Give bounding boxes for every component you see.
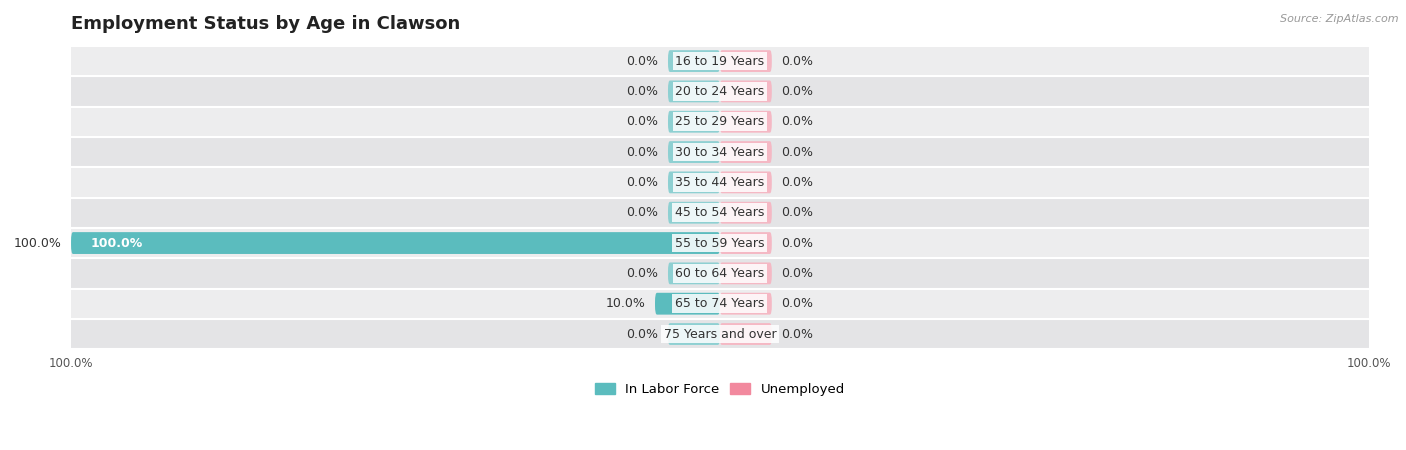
FancyBboxPatch shape (720, 293, 772, 315)
Text: 0.0%: 0.0% (626, 328, 658, 341)
Bar (72, 46, 1369, 76)
FancyBboxPatch shape (720, 232, 772, 254)
Text: 60 to 64 Years: 60 to 64 Years (675, 267, 765, 280)
Text: 0.0%: 0.0% (626, 176, 658, 189)
FancyBboxPatch shape (720, 81, 772, 102)
Text: 0.0%: 0.0% (782, 297, 814, 310)
Text: 0.0%: 0.0% (626, 206, 658, 219)
FancyBboxPatch shape (720, 202, 772, 224)
Text: 0.0%: 0.0% (626, 145, 658, 158)
Text: 20 to 24 Years: 20 to 24 Years (675, 85, 765, 98)
Text: 0.0%: 0.0% (782, 54, 814, 68)
Text: 0.0%: 0.0% (782, 85, 814, 98)
Text: 55 to 59 Years: 55 to 59 Years (675, 237, 765, 250)
Text: 0.0%: 0.0% (782, 206, 814, 219)
Bar (72, 258, 1369, 288)
FancyBboxPatch shape (720, 171, 772, 193)
FancyBboxPatch shape (720, 50, 772, 72)
FancyBboxPatch shape (668, 323, 720, 345)
FancyBboxPatch shape (668, 111, 720, 133)
Bar (72, 228, 1369, 258)
FancyBboxPatch shape (668, 141, 720, 163)
Bar (72, 76, 1369, 107)
FancyBboxPatch shape (668, 262, 720, 284)
Text: 0.0%: 0.0% (626, 267, 658, 280)
Text: 100.0%: 100.0% (14, 237, 62, 250)
Bar (72, 137, 1369, 167)
Text: 0.0%: 0.0% (782, 267, 814, 280)
Text: 0.0%: 0.0% (782, 237, 814, 250)
Text: 45 to 54 Years: 45 to 54 Years (675, 206, 765, 219)
FancyBboxPatch shape (72, 232, 720, 254)
Bar (72, 288, 1369, 319)
FancyBboxPatch shape (720, 262, 772, 284)
FancyBboxPatch shape (655, 293, 720, 315)
Text: 0.0%: 0.0% (782, 328, 814, 341)
FancyBboxPatch shape (720, 111, 772, 133)
Text: 0.0%: 0.0% (626, 85, 658, 98)
Text: 65 to 74 Years: 65 to 74 Years (675, 297, 765, 310)
Text: 0.0%: 0.0% (782, 176, 814, 189)
Bar (72, 167, 1369, 198)
Text: 30 to 34 Years: 30 to 34 Years (675, 145, 765, 158)
Text: 35 to 44 Years: 35 to 44 Years (675, 176, 765, 189)
Bar (72, 319, 1369, 349)
Bar (72, 198, 1369, 228)
Text: 0.0%: 0.0% (782, 115, 814, 128)
Bar (72, 107, 1369, 137)
FancyBboxPatch shape (668, 202, 720, 224)
Text: 100.0%: 100.0% (90, 237, 143, 250)
FancyBboxPatch shape (720, 141, 772, 163)
Text: 25 to 29 Years: 25 to 29 Years (675, 115, 765, 128)
Text: 10.0%: 10.0% (606, 297, 645, 310)
FancyBboxPatch shape (668, 50, 720, 72)
Text: 0.0%: 0.0% (626, 54, 658, 68)
Text: 75 Years and over: 75 Years and over (664, 328, 776, 341)
Legend: In Labor Force, Unemployed: In Labor Force, Unemployed (589, 378, 851, 401)
FancyBboxPatch shape (668, 81, 720, 102)
Text: 0.0%: 0.0% (626, 115, 658, 128)
FancyBboxPatch shape (720, 323, 772, 345)
Text: Employment Status by Age in Clawson: Employment Status by Age in Clawson (72, 15, 460, 33)
Text: Source: ZipAtlas.com: Source: ZipAtlas.com (1281, 14, 1399, 23)
Text: 0.0%: 0.0% (782, 145, 814, 158)
FancyBboxPatch shape (668, 171, 720, 193)
Text: 16 to 19 Years: 16 to 19 Years (675, 54, 765, 68)
